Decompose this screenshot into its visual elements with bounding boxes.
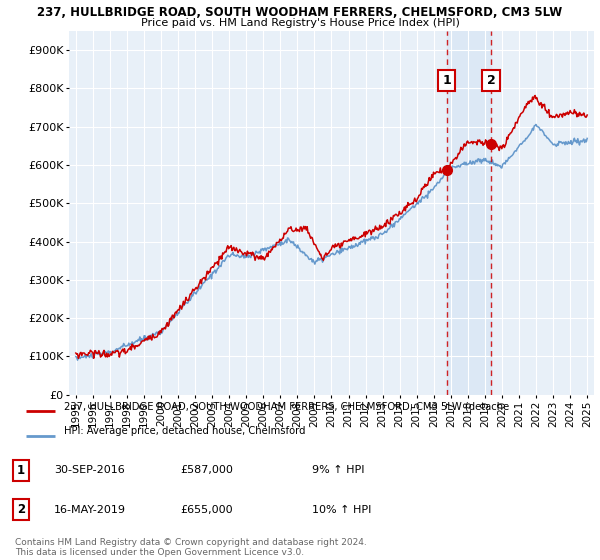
Text: 30-SEP-2016: 30-SEP-2016 — [54, 465, 125, 475]
Text: 1: 1 — [17, 464, 25, 477]
Bar — [446, 31, 491, 395]
Text: 1: 1 — [442, 74, 451, 87]
Text: 2: 2 — [17, 503, 25, 516]
Text: 237, HULLBRIDGE ROAD, SOUTH WOODHAM FERRERS, CHELMSFORD, CM3 5LW: 237, HULLBRIDGE ROAD, SOUTH WOODHAM FERR… — [37, 6, 563, 18]
Text: Contains HM Land Registry data © Crown copyright and database right 2024.
This d: Contains HM Land Registry data © Crown c… — [15, 538, 367, 557]
Text: HPI: Average price, detached house, Chelmsford: HPI: Average price, detached house, Chel… — [64, 426, 305, 436]
Text: 2: 2 — [487, 74, 496, 87]
Text: 237, HULLBRIDGE ROAD, SOUTH WOODHAM FERRERS, CHELMSFORD, CM3 5LW (detache: 237, HULLBRIDGE ROAD, SOUTH WOODHAM FERR… — [64, 402, 509, 412]
Text: 10% ↑ HPI: 10% ↑ HPI — [312, 505, 371, 515]
Text: 9% ↑ HPI: 9% ↑ HPI — [312, 465, 365, 475]
Text: £655,000: £655,000 — [180, 505, 233, 515]
Text: £587,000: £587,000 — [180, 465, 233, 475]
Text: Price paid vs. HM Land Registry's House Price Index (HPI): Price paid vs. HM Land Registry's House … — [140, 18, 460, 29]
Text: 16-MAY-2019: 16-MAY-2019 — [54, 505, 126, 515]
